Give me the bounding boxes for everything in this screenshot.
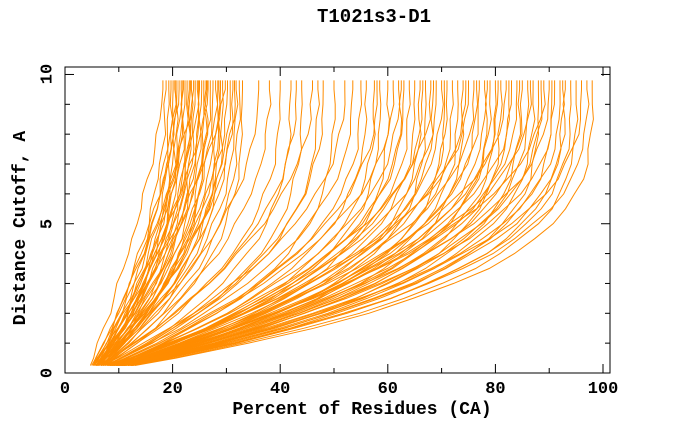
model-curve	[134, 80, 594, 366]
model-curve	[113, 80, 444, 366]
model-curve	[102, 80, 346, 366]
model-curve	[117, 80, 448, 366]
model-curve	[96, 80, 236, 366]
model-curve	[111, 80, 411, 366]
x-tick-label: 80	[485, 380, 506, 399]
model-curve	[115, 80, 403, 366]
x-tick-label: 60	[377, 380, 398, 399]
x-tick-label: 0	[59, 380, 71, 399]
model-curve	[115, 80, 434, 366]
model-curve	[118, 80, 492, 366]
model-curve	[100, 80, 200, 366]
axes	[64, 66, 611, 374]
model-curve	[120, 80, 499, 366]
model-curve	[119, 80, 487, 366]
model-curve	[95, 80, 219, 366]
model-curve	[122, 80, 510, 366]
model-curve	[94, 80, 180, 366]
model-curve	[108, 80, 378, 366]
model-curve	[100, 80, 297, 366]
model-curve	[97, 80, 260, 366]
model-curve	[91, 80, 177, 366]
model-curve	[104, 80, 281, 366]
model-curve	[106, 80, 354, 366]
model-curve	[95, 80, 170, 366]
y-tick-label: 5	[38, 218, 58, 229]
model-curve	[121, 80, 454, 366]
model-curve	[115, 80, 475, 366]
y-tick-label: 0	[38, 367, 58, 379]
model-curve	[93, 80, 167, 366]
model-curve	[109, 80, 424, 366]
model-curves	[89, 80, 594, 366]
model-curve	[97, 80, 191, 366]
model-curve	[110, 80, 363, 366]
model-curve	[93, 80, 209, 366]
x-tick-label: 40	[269, 380, 291, 399]
y-tick-label: 10	[38, 64, 58, 85]
model-curve	[131, 80, 565, 366]
model-curve	[97, 80, 212, 366]
model-curve	[94, 80, 184, 366]
x-axis-label: Percent of Residues (CA)	[232, 400, 492, 420]
x-tick-label: 100	[587, 380, 619, 399]
model-curve	[89, 80, 164, 366]
model-curve	[125, 80, 582, 366]
model-curve	[116, 80, 532, 366]
model-curve	[100, 80, 239, 366]
model-curve	[110, 80, 467, 366]
model-curve	[113, 80, 401, 366]
model-curve	[132, 80, 590, 366]
model-curve	[109, 80, 395, 366]
model-curve	[123, 80, 543, 366]
model-curve	[118, 80, 550, 366]
model-curve	[100, 80, 272, 366]
model-curve	[103, 80, 209, 366]
model-curve	[132, 80, 579, 366]
model-curve	[110, 80, 432, 366]
chart-title: T1021s3-D1	[316, 6, 432, 28]
model-curve	[124, 80, 522, 366]
model-curve	[106, 80, 243, 366]
model-curve	[130, 80, 536, 366]
model-curve	[106, 80, 320, 366]
model-curve	[108, 80, 292, 366]
plot-border	[64, 66, 611, 374]
model-curve	[127, 80, 561, 366]
x-tick-label: 20	[162, 380, 183, 399]
model-curve	[104, 80, 303, 366]
model-curve	[130, 80, 553, 366]
model-curve	[119, 80, 422, 366]
model-curve	[113, 80, 336, 366]
model-curve	[121, 80, 446, 366]
